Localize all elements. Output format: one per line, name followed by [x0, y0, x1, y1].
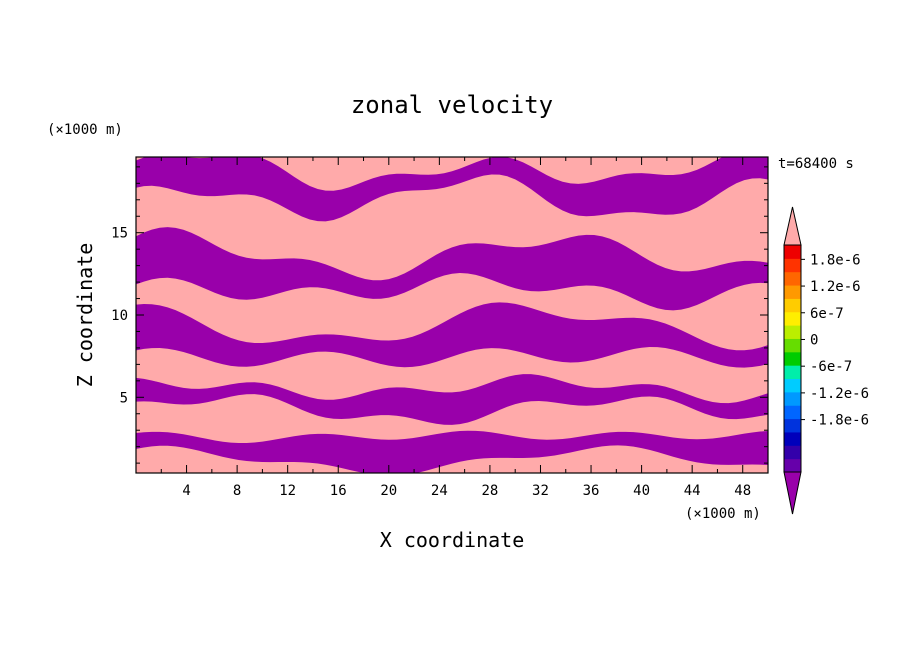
- y-tick-label: 10: [111, 308, 128, 324]
- colorbar-band: [784, 458, 801, 473]
- colorbar-label: 6e-7: [810, 306, 844, 322]
- x-tick-label: 44: [684, 483, 701, 499]
- x-axis-title: X coordinate: [380, 528, 525, 552]
- x-tick-label: 8: [233, 483, 241, 499]
- colorbar-label: 0: [810, 332, 818, 348]
- colorbar-label: -6e-7: [810, 359, 852, 375]
- y-tick-label: 5: [120, 390, 128, 406]
- x-tick-label: 28: [481, 483, 498, 499]
- y-tick-label: 15: [111, 226, 128, 242]
- y-axis-title: Z coordinate: [73, 243, 97, 388]
- colorbar: 1.8e-6 1.2e-6 6e-7 0 -6e-7 -1.2e-6 -1.8e-6: [783, 206, 869, 515]
- y-axis: 5 10 15: [111, 166, 768, 464]
- colorbar-label: -1.2e-6: [810, 386, 869, 402]
- colorbar-min-arrow: [783, 471, 802, 515]
- colorbar-frame: [783, 244, 802, 473]
- x-tick-label: 32: [532, 483, 549, 499]
- negative-region: [136, 430, 768, 473]
- colorbar-band: [784, 311, 801, 326]
- negative-region: [136, 157, 768, 222]
- z-unit-label: (×1000 m): [47, 122, 123, 138]
- colorbar-band: [784, 445, 801, 460]
- x-tick-label: 16: [330, 483, 347, 499]
- x-tick-label: 4: [182, 483, 190, 499]
- colorbar-label: 1.8e-6: [810, 252, 861, 268]
- colorbar-max-arrow: [783, 206, 802, 246]
- colorbar-band: [784, 391, 801, 406]
- colorbar-band: [784, 245, 801, 259]
- colorbar-band: [784, 365, 801, 380]
- colorbar-band: [784, 418, 801, 433]
- negative-region: [136, 302, 768, 368]
- x-tick-label: 24: [431, 483, 448, 499]
- colorbar-band: [784, 271, 801, 286]
- colorbar-band: [784, 351, 801, 366]
- x-tick-label: 48: [734, 483, 751, 499]
- x-tick-label: 36: [583, 483, 600, 499]
- negative-region: [136, 227, 768, 311]
- colorbar-band: [784, 405, 801, 420]
- colorbar-band: [784, 258, 801, 273]
- chart-title: zonal velocity: [351, 91, 553, 119]
- colorbar-band: [784, 431, 801, 446]
- x-tick-label: 12: [279, 483, 296, 499]
- x-tick-label: 20: [380, 483, 397, 499]
- x-tick-label: 40: [633, 483, 650, 499]
- colorbar-band: [784, 325, 801, 339]
- plot-area: [135, 156, 769, 474]
- colorbar-band: [784, 378, 801, 393]
- colorbar-band: [784, 285, 801, 299]
- colorbar-band: [784, 298, 801, 313]
- x-unit-label: (×1000 m): [685, 506, 761, 522]
- colorbar-label: 1.2e-6: [810, 279, 861, 295]
- time-label: t=68400 s: [778, 156, 854, 172]
- negative-region: [136, 374, 768, 425]
- colorbar-label: -1.8e-6: [810, 413, 869, 429]
- x-axis: 4 8 12 16 20 24 28 32 36 40 44 48: [160, 157, 751, 499]
- colorbar-band: [784, 338, 801, 353]
